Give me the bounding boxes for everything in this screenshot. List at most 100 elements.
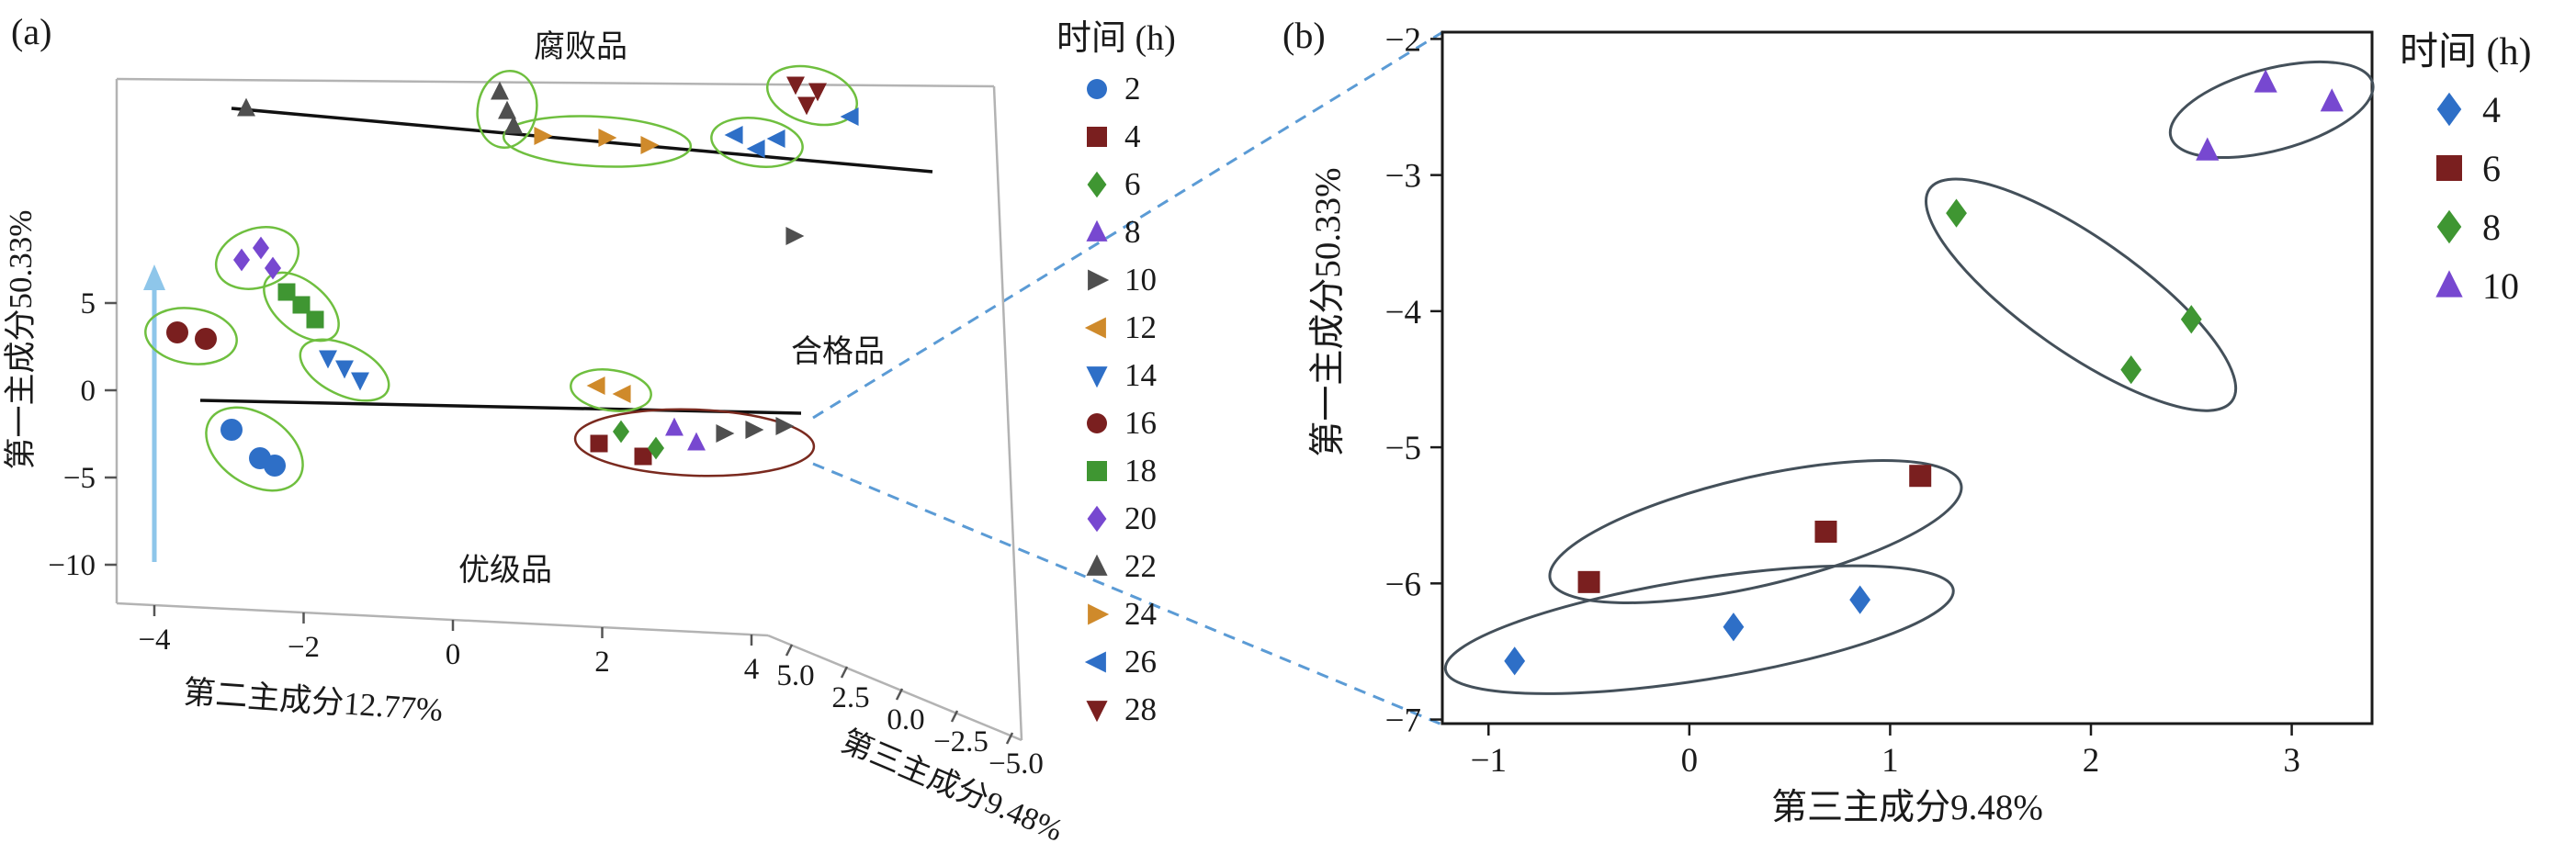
- cluster-ellipse: [1925, 177, 2238, 412]
- triangle-left-icon: [1084, 317, 1106, 339]
- region-label: 腐败品: [534, 29, 627, 64]
- axis-frame-edge: [116, 77, 995, 88]
- data-point: [1814, 520, 1837, 543]
- data-point: [2120, 355, 2142, 385]
- data-point: [612, 385, 631, 403]
- data-point: [264, 256, 282, 280]
- series-time-4: [590, 434, 652, 466]
- data-point: [797, 96, 816, 116]
- b-x-tick-label: 1: [1881, 742, 1899, 780]
- series-time-14: [319, 350, 369, 391]
- data-point: [586, 376, 605, 395]
- legend-entry-18: 18: [1082, 453, 1254, 489]
- data-point: [195, 328, 217, 350]
- series-time-8: [665, 417, 706, 451]
- a-z-tick: [1005, 732, 1014, 745]
- legend-marker: [1087, 505, 1107, 533]
- data-point: [232, 248, 251, 272]
- circle-icon: [1087, 79, 1107, 99]
- legend-marker: [1084, 317, 1106, 339]
- a-z-tick: [950, 710, 959, 723]
- data-point: [1723, 612, 1745, 642]
- legend-marker: [2436, 92, 2462, 127]
- a-y-tick-label: 5: [81, 287, 96, 320]
- b-x-tick-label: −1: [1471, 742, 1507, 780]
- legend-entry-10: 10: [2431, 265, 2574, 307]
- legend-marker: [1087, 171, 1107, 198]
- triangle-down-icon: [1086, 701, 1108, 723]
- cluster-ellipse: [1548, 459, 1963, 604]
- series-time-16: [166, 321, 217, 350]
- panel-b-plot: −1 0 1 2 3 −2 −3 −4 −5 −6 −7: [1385, 21, 2375, 780]
- a-x-tick-label: 0: [446, 638, 461, 671]
- data-point: [1849, 585, 1871, 614]
- a-x-tick-label: 2: [594, 646, 610, 679]
- a-x-axis-label: 第二主成分12.77%: [182, 674, 444, 728]
- axis-frame-edge: [767, 634, 1022, 742]
- legend-entry-label: 10: [2482, 264, 2519, 307]
- a-y-tick-label: −5: [63, 462, 96, 495]
- legend-entry-label: 14: [1124, 357, 1157, 393]
- legend-marker: [1086, 701, 1108, 723]
- plot-frame: [1441, 30, 2374, 725]
- legend-entry-label: 8: [2482, 206, 2501, 248]
- cluster-ellipse: [299, 338, 390, 402]
- cluster-ellipse: [263, 271, 340, 343]
- a-z-tick: [840, 666, 849, 679]
- data-point: [647, 436, 665, 460]
- data-point: [665, 417, 684, 436]
- grade-divider-line: [231, 107, 933, 174]
- panel-a-label: (a): [11, 11, 51, 52]
- a-y-axis-label: 第一主成分50.33%: [3, 210, 39, 470]
- region-label: 合格品: [791, 334, 885, 369]
- legend-entry-label: 4: [2482, 88, 2501, 130]
- data-point: [237, 97, 255, 117]
- a-y-tick-label: 0: [81, 375, 96, 408]
- data-point: [724, 126, 743, 144]
- triangle-up-icon: [1086, 554, 1108, 576]
- a-x-tick-label: 4: [744, 653, 760, 686]
- data-point: [1946, 198, 1967, 228]
- legend-entry-2: 2: [1082, 71, 1254, 107]
- legend-entry-label: 24: [1124, 596, 1157, 632]
- series-time-10: [716, 227, 805, 443]
- a-z-tick-label: 2.5: [831, 681, 869, 714]
- b-y-tick-label: −7: [1385, 702, 1421, 740]
- data-point: [1909, 465, 1932, 488]
- triangle-up-icon: [2435, 270, 2463, 298]
- legend-marker: [2436, 209, 2462, 244]
- legend-entry-label: 2: [1124, 71, 1141, 107]
- zoom-connector-line: [812, 29, 1445, 420]
- legend-entry-label: 26: [1124, 644, 1157, 680]
- data-point: [491, 81, 509, 100]
- legend-entry-6: 6: [2431, 148, 2574, 189]
- legend-entry-label: 8: [1124, 214, 1141, 250]
- legend-marker: [1088, 269, 1110, 291]
- legend-entry-label: 12: [1124, 309, 1157, 345]
- diamond-icon: [2436, 209, 2462, 244]
- legend-marker: [1088, 603, 1110, 625]
- data-point: [634, 447, 652, 466]
- data-point: [1577, 570, 1600, 593]
- triangle-up-icon: [1086, 219, 1108, 242]
- axis-frame-edge: [992, 85, 1023, 741]
- legend-entry-label: 6: [2482, 147, 2501, 189]
- legend-entry-label: 10: [1124, 262, 1157, 298]
- region-label: 优级品: [458, 553, 552, 588]
- cluster-ellipse: [205, 406, 304, 492]
- data-point: [2196, 137, 2220, 161]
- b-x-axis-label: 第三主成分9.48%: [1771, 788, 2043, 827]
- triangle-right-icon: [1088, 269, 1110, 291]
- a-z-tick: [785, 644, 794, 657]
- axis-frame-edge: [116, 601, 769, 637]
- circle-icon: [1087, 413, 1107, 433]
- panel-b-label: (b): [1282, 15, 1326, 56]
- legend-entry-8: 8: [1082, 214, 1254, 250]
- legend-marker: [1086, 219, 1108, 242]
- series-time-8: [1946, 198, 2202, 385]
- legend-entry-4: 4: [1082, 118, 1254, 154]
- a-z-tick: [895, 688, 904, 701]
